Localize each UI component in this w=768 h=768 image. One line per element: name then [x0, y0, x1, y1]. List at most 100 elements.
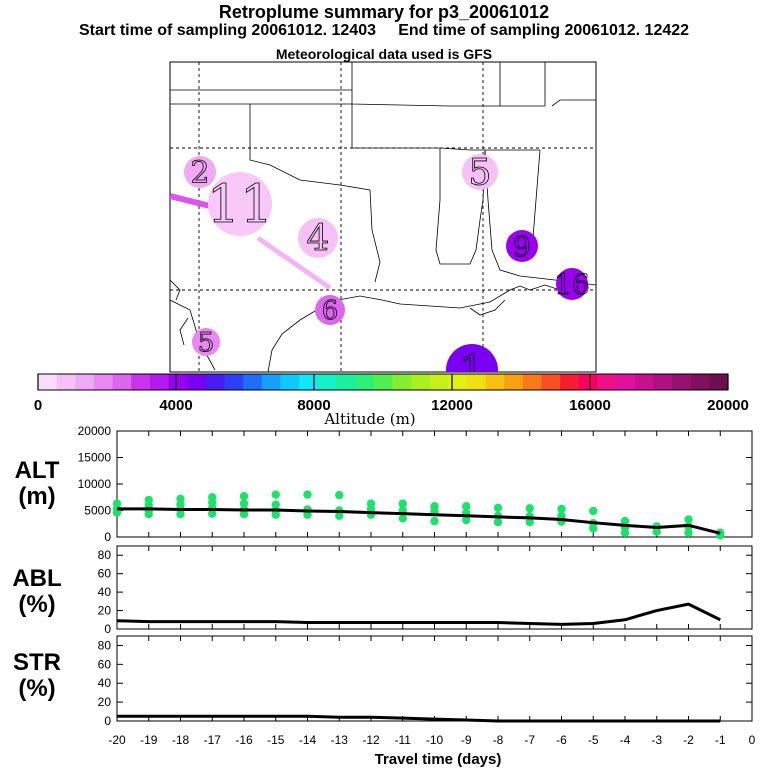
xtick-label: -5 — [588, 733, 599, 747]
alt-scatter-point — [557, 511, 566, 520]
plume-circle — [298, 218, 338, 258]
colorbar-swatch — [299, 374, 319, 390]
abl-ytick-label: 40 — [98, 585, 112, 599]
alt-scatter-point — [398, 514, 407, 523]
alt-scatter-point — [112, 508, 122, 517]
end-time: End time of sampling 20061012. 12422 — [398, 22, 690, 39]
xtick-label: -14 — [299, 733, 317, 747]
colorbar-swatch — [634, 374, 654, 390]
alt-scatter-point — [335, 490, 344, 500]
colorbar-swatch — [112, 374, 132, 390]
plume-label: 5 — [198, 328, 215, 358]
abl-unit: (%) — [18, 591, 56, 618]
xtick-label: -4 — [620, 733, 631, 747]
colorbar-swatch — [205, 374, 225, 390]
alt-scatter-point — [462, 502, 471, 511]
alt-scatter-point — [589, 524, 598, 533]
alt-scatter-point — [684, 528, 693, 537]
chart-title: Retroplume summary for p3_20061012 — [218, 2, 550, 22]
plume-circle — [184, 156, 216, 188]
plume-circle — [446, 344, 498, 372]
plume-label: 6 — [322, 296, 339, 326]
plume-circle — [506, 230, 538, 262]
x-axis-label: Travel time (days) — [375, 751, 502, 768]
colorbar-swatch — [485, 374, 505, 390]
colorbar-tick-label: 12000 — [431, 397, 473, 414]
colorbar-swatch — [56, 374, 76, 390]
colorbar-swatch — [392, 374, 412, 390]
abl-label: ABL — [12, 565, 62, 592]
colorbar-tick-label: 8000 — [297, 397, 330, 414]
alt-scatter-point — [493, 503, 503, 513]
alt-panel-label: ALT (m) — [0, 458, 74, 510]
alt-scatter-point — [176, 510, 185, 519]
xtick-label: -1 — [715, 733, 726, 747]
colorbar-swatch — [522, 374, 543, 390]
colorbar-label: Altitude (m) — [323, 410, 415, 428]
colorbar-swatch — [243, 374, 263, 390]
alt-scatter-point — [335, 511, 344, 520]
xtick-label: -3 — [651, 733, 662, 747]
coastline — [267, 284, 561, 372]
colorbar-swatch — [261, 374, 281, 390]
alt-scatter-point — [176, 494, 185, 504]
str-ytick-label: 40 — [98, 676, 112, 690]
plume-circle — [556, 268, 588, 300]
colorbar-swatch — [541, 374, 561, 390]
colorbar-swatch — [410, 374, 431, 390]
alt-series-line — [117, 507, 721, 535]
colorbar-swatch — [429, 374, 449, 390]
colorbar-swatch — [336, 374, 356, 390]
colorbar-swatch — [578, 374, 598, 390]
alt-ytick-label: 0 — [104, 530, 111, 544]
colorbar-swatch — [653, 374, 673, 390]
colorbar-tick-label: 20000 — [707, 397, 749, 414]
colorbar-swatch — [709, 374, 729, 390]
xtick-label: 0 — [749, 733, 756, 747]
str-ytick-label: 60 — [98, 657, 112, 671]
alt-scatter-point — [208, 509, 217, 518]
colorbar-swatch — [280, 374, 300, 390]
map-gridlines — [170, 62, 596, 372]
alt-scatter-point — [525, 517, 534, 527]
colorbar-swatch — [38, 374, 58, 390]
str-panel-label: STR (%) — [0, 650, 74, 702]
colorbar-swatch — [93, 374, 114, 390]
colorbar-swatch — [560, 374, 580, 390]
str-series-line — [117, 714, 721, 723]
alt-scatter-point — [620, 528, 630, 537]
colorbar-swatch — [448, 374, 468, 390]
plume-circles: 211 4 6 5 5 9 16 1 — [184, 152, 590, 372]
colorbar-swatch — [187, 374, 207, 390]
colorbar-tick-label: 4000 — [159, 397, 192, 414]
plume-label: 16 — [554, 268, 590, 301]
alt-scatter-point — [430, 516, 439, 526]
str-ytick-label: 20 — [98, 695, 112, 709]
str-unit: (%) — [18, 675, 56, 702]
str-ytick-label: 80 — [98, 638, 112, 652]
alt-scatter-point — [557, 504, 566, 514]
start-time: Start time of sampling 20061012. 12403 — [78, 22, 376, 39]
colorbar-swatch — [75, 374, 95, 390]
alt-ytick-label: 20000 — [78, 424, 112, 438]
abl-ytick-label: 0 — [104, 622, 111, 636]
plume-circle — [192, 328, 220, 356]
alt-scatter-point — [525, 504, 534, 513]
xtick-label: -2 — [683, 733, 694, 747]
abl-series-line — [116, 602, 721, 626]
alt-scatter-point — [303, 510, 312, 519]
colorbar-swatch — [168, 374, 188, 390]
alt-scatter-point — [144, 510, 153, 519]
xtick-label: -6 — [556, 733, 567, 747]
colorbar-swatch — [373, 374, 393, 390]
xtick-label: -15 — [267, 733, 285, 747]
xtick-label: -12 — [362, 733, 380, 747]
abl-ytick-label: 60 — [98, 567, 112, 581]
colorbar-swatch — [672, 374, 692, 390]
alt-ytick-label: 10000 — [78, 477, 112, 491]
xtick-label: -18 — [172, 733, 190, 747]
alt-scatter-point — [652, 527, 661, 536]
plume-circle — [462, 154, 498, 190]
alt-scatter-point — [239, 510, 249, 519]
